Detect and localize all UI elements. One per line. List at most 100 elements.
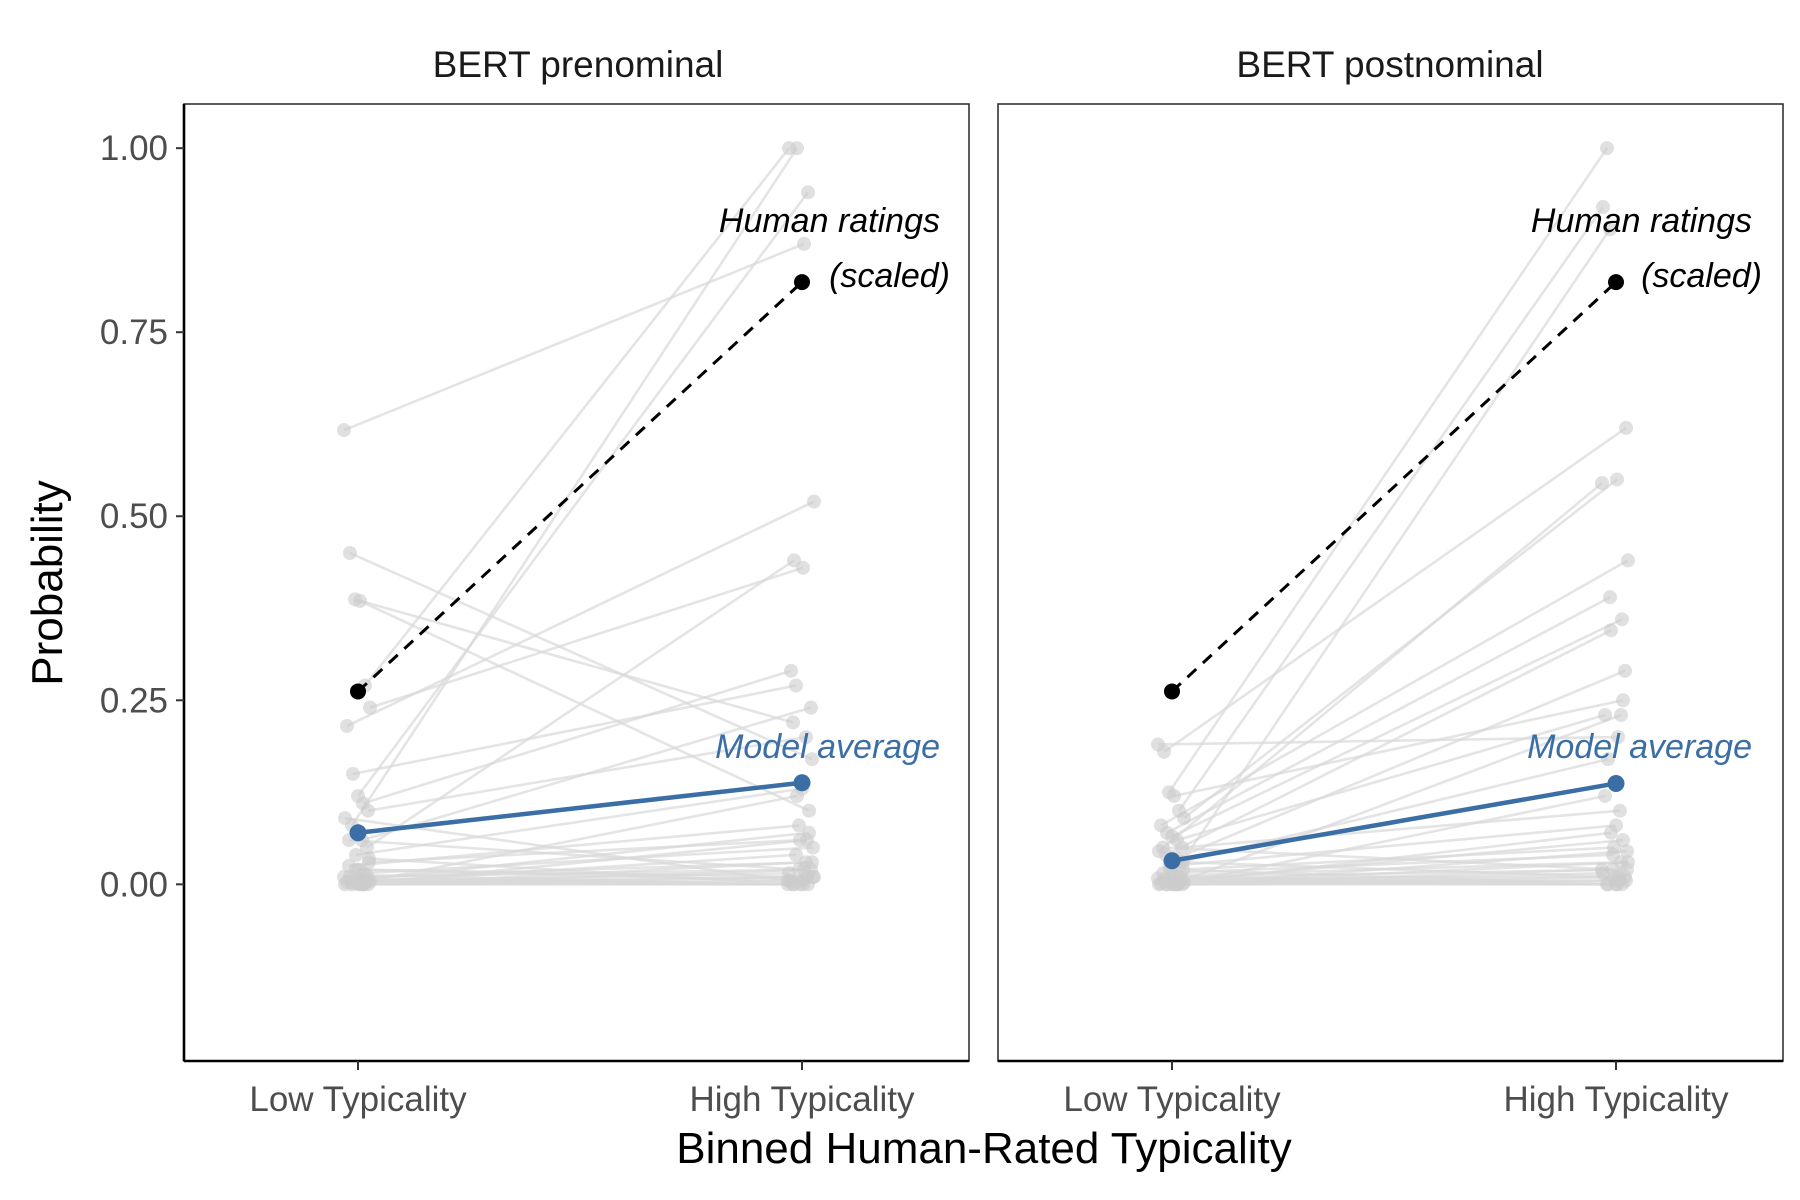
human-ratings-line (356, 281, 804, 693)
item-point-high (805, 752, 819, 767)
item-point-high (807, 494, 821, 509)
item-point-high (1611, 730, 1625, 745)
item-point-low (343, 546, 357, 561)
item-line (361, 706, 812, 842)
item-point-high (806, 869, 820, 884)
item-line (362, 669, 792, 805)
human-label-line1-left: Human ratings (719, 202, 940, 240)
x-tick-label: High Typicality (689, 1080, 915, 1119)
x-tick-label: High Typicality (1503, 1080, 1729, 1119)
item-point-high (1604, 825, 1618, 840)
item-point-low (1171, 877, 1185, 892)
item-line (348, 824, 800, 868)
item-point-low (361, 803, 375, 818)
item-line (1176, 794, 1606, 886)
item-point-high (800, 833, 814, 848)
item-point-high (793, 877, 807, 892)
item-point-low (349, 862, 363, 877)
human-label-line2-left: (scaled) (829, 257, 950, 295)
item-point-high (1614, 708, 1628, 723)
model-average-line (1171, 781, 1617, 863)
item-lines-right (1157, 147, 1629, 886)
item-point-high (790, 141, 804, 156)
y-axis-title: Probability (23, 480, 72, 685)
item-line (1163, 426, 1627, 753)
x-tick-label: Low Typicality (249, 1080, 467, 1119)
x-axis-title: Binned Human-Rated Typicality (676, 1124, 1292, 1173)
item-point-low (362, 851, 376, 866)
item-point-high (804, 700, 818, 715)
item-point-high (1606, 862, 1620, 877)
item-line (366, 559, 795, 849)
item-line (352, 684, 797, 776)
item-line (350, 147, 799, 827)
item-point-high (1618, 663, 1632, 678)
panel-title-right: BERT postnominal (1236, 44, 1543, 85)
human-ratings-point-low (350, 683, 366, 700)
item-line (363, 147, 791, 687)
item-point-high (1619, 420, 1633, 435)
item-point-high (1616, 693, 1630, 708)
item-point-high (1603, 222, 1617, 237)
human-ratings-point-low (1164, 683, 1180, 700)
item-point-high (1615, 612, 1629, 627)
item-point-high (792, 862, 806, 877)
item-line (1177, 849, 1628, 886)
item-point-high (1601, 752, 1615, 767)
model-average-point-high (793, 774, 811, 792)
item-line (1182, 860, 1615, 879)
y-tick-label: 0.75 (100, 313, 168, 352)
model-label-left: Model average (715, 728, 940, 766)
human-ratings-line (1170, 281, 1618, 693)
y-tick-label: 1.00 (100, 129, 168, 168)
model-average-point-high (1607, 774, 1625, 792)
item-line (1167, 147, 1609, 794)
item-point-high (1610, 472, 1624, 487)
panel-title-left: BERT prenominal (433, 44, 724, 85)
item-point-low (1167, 788, 1181, 803)
item-point-low (1157, 744, 1171, 759)
item-line (346, 500, 815, 728)
item-point-high (1621, 553, 1635, 568)
item-point-low (1156, 840, 1170, 855)
item-point-high (801, 185, 815, 200)
item-line (1173, 699, 1624, 798)
item-line (1175, 669, 1626, 860)
y-tick-label: 0.50 (100, 497, 168, 536)
item-point-high (1613, 803, 1627, 818)
item-point-low (357, 877, 371, 892)
item-point-high (790, 788, 804, 803)
item-line (1171, 618, 1623, 838)
human-ratings-point-high (1608, 274, 1624, 291)
item-point-high (1598, 788, 1612, 803)
item-point-low (1175, 840, 1189, 855)
summary-right (1163, 274, 1625, 870)
item-point-low (349, 847, 363, 862)
item-point-high (1596, 200, 1610, 215)
item-line (1183, 478, 1618, 820)
item-line (349, 551, 813, 761)
item-point-high (1620, 844, 1634, 859)
item-line (1165, 629, 1612, 857)
item-line (363, 875, 814, 886)
item-line (1169, 868, 1617, 886)
y-tick-label: 0.25 (100, 681, 168, 720)
item-point-high (802, 803, 816, 818)
model-average-point-low (1163, 852, 1181, 870)
panel-right: BERT postnominal Human ratings (scaled) … (997, 44, 1784, 1062)
summary-left (349, 274, 811, 842)
item-lines-left (343, 147, 815, 886)
model-average-point-low (349, 824, 367, 842)
item-line (1176, 713, 1606, 842)
item-line (1160, 559, 1629, 827)
item-line (1166, 596, 1611, 834)
item-point-low (337, 423, 351, 438)
item-point-low (346, 766, 360, 781)
item-point-low (353, 593, 367, 608)
item-point-high (789, 847, 803, 862)
item-line (358, 838, 808, 886)
item-line (1165, 228, 1612, 886)
item-line (1169, 824, 1617, 868)
item-point-low (1177, 811, 1191, 826)
item-point-high (1595, 476, 1609, 491)
